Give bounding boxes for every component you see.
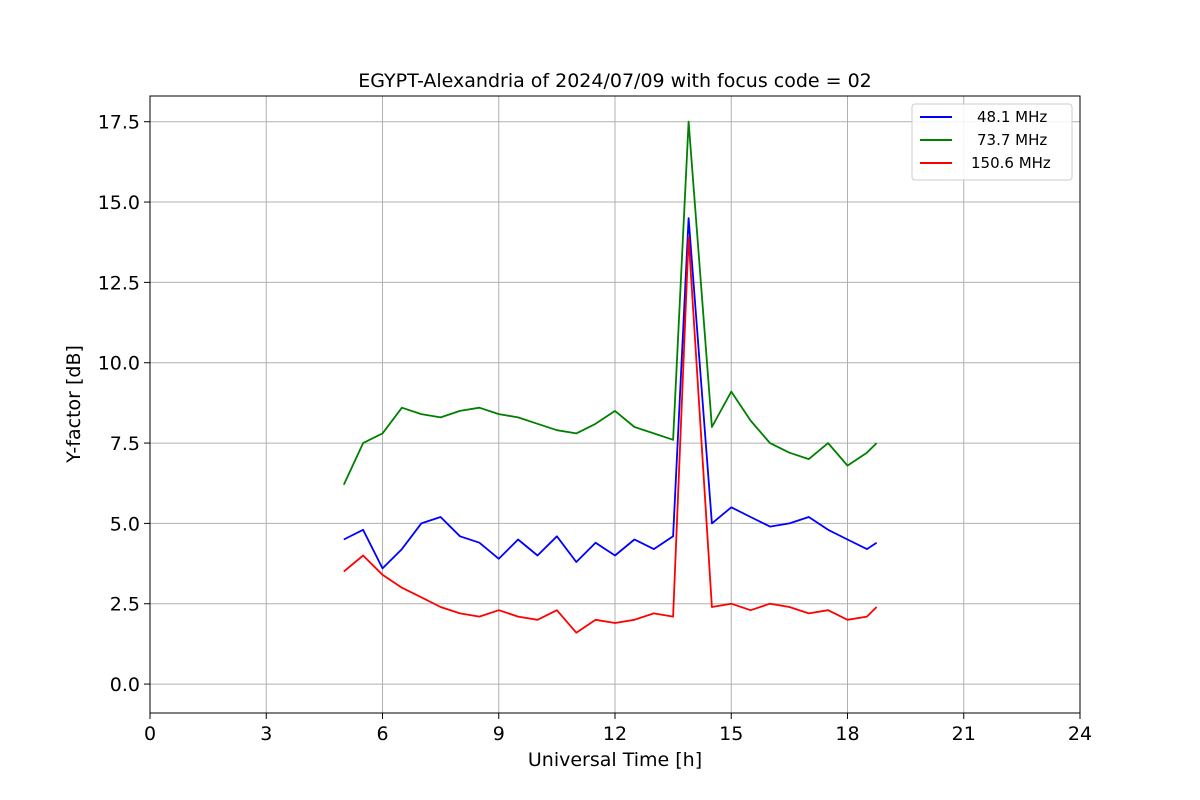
x-tick-label: 15 <box>719 723 743 745</box>
x-tick-label: 6 <box>376 723 388 745</box>
y-tick-label: 2.5 <box>110 594 140 616</box>
y-tick-label: 17.5 <box>98 112 140 134</box>
tick-layer: 0 3 6 9 12 15 18 21 24 0.0 2.5 5.0 7.5 10.0 12.5 15.0 17… <box>98 112 1092 745</box>
x-tick-label: 0 <box>144 723 156 745</box>
x-tick-label: 9 <box>493 723 505 745</box>
x-tick-label: 3 <box>260 723 272 745</box>
y-tick-label: 10.0 <box>98 353 140 375</box>
series-line-73-7-mhz <box>342 120 878 486</box>
x-tick-label: 18 <box>835 723 859 745</box>
y-tick-label: 15.0 <box>98 192 140 214</box>
x-tick-label: 21 <box>952 723 976 745</box>
y-tick-label: 12.5 <box>98 272 140 294</box>
y-tick-label: 0.0 <box>110 674 140 696</box>
chart-title: EGYPT-Alexandria of 2024/07/09 with focu… <box>358 70 872 92</box>
legend-label-48-1: 48.1 MHz <box>977 108 1047 126</box>
legend-label-150-6: 150.6 MHz <box>971 154 1051 172</box>
legend-box <box>911 103 1073 181</box>
x-tick-label: 24 <box>1068 723 1092 745</box>
series-layer <box>342 120 878 634</box>
plot-area: 0 3 6 9 12 15 18 21 24 0.0 2.5 5.0 7.5 10.0 12.5 15.0 17… <box>98 95 1092 745</box>
legend-label-73-7: 73.7 MHz <box>977 131 1047 149</box>
series-line-48-1-mhz <box>343 217 878 570</box>
legend: 48.1 MHz 73.7 MHz 150.6 MHz <box>911 103 1073 181</box>
x-axis-label: Universal Time [h] <box>528 749 702 771</box>
y-tick-label: 7.5 <box>110 433 140 455</box>
x-tick-label: 12 <box>603 723 627 745</box>
y-axis-label: Y-factor [dB] <box>63 345 85 464</box>
y-tick-label: 5.0 <box>110 513 140 535</box>
series-line-150-6-mhz <box>343 236 878 634</box>
